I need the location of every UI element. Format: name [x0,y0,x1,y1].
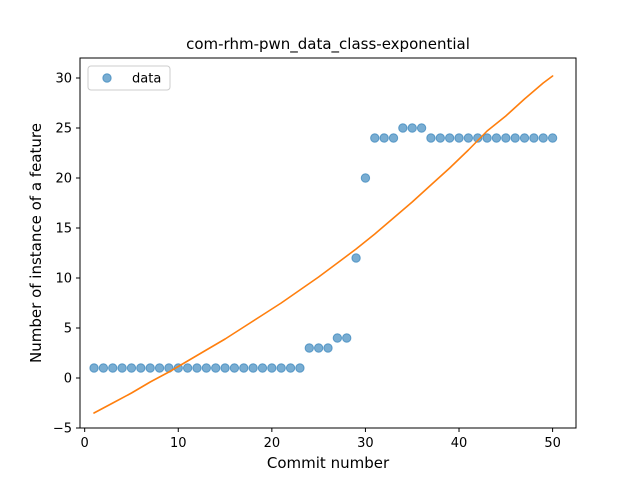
legend-box [87,65,171,91]
data-point [108,363,118,373]
y-tick-label: 5 [64,322,72,337]
y-axis: −5 0 5 10 15 20 25 30 [53,72,80,437]
data-point [510,133,520,143]
data-point [276,363,286,373]
data-point [444,133,455,143]
x-tick-label: 0 [81,436,89,451]
data-point [473,133,483,143]
data-point [379,133,389,143]
data-point [295,363,305,373]
data-point [398,123,408,133]
data-point [538,133,548,143]
data-point [547,133,558,143]
data-point [313,343,324,353]
x-tick-label: 50 [544,436,561,451]
x-axis: 0 10 20 30 40 50 [81,428,561,451]
data-point [220,363,230,373]
data-point [98,363,109,373]
data-point [519,133,530,143]
data-point [117,363,127,373]
x-axis-label: Commit number [267,454,390,472]
data-point [342,333,352,343]
y-tick-label: 0 [64,372,72,387]
data-point [491,133,502,143]
data-point [482,133,492,143]
y-tick-label: 30 [55,72,72,87]
legend: data [87,65,171,91]
data-point [529,133,539,143]
data-point [201,363,212,373]
data-point [360,173,371,183]
legend-label: data [132,72,161,87]
data-point [323,343,333,353]
data-point [351,253,361,263]
data-point [332,333,343,343]
x-tick-label: 30 [357,436,374,451]
y-tick-label: 15 [55,222,72,237]
y-tick-label: −5 [53,422,72,437]
data-point [370,133,380,143]
data-point [416,123,427,133]
data-point [192,363,202,373]
plot-area [89,75,558,414]
y-tick-label: 25 [55,122,72,137]
y-tick-label: 20 [55,172,72,187]
data-point [239,363,249,373]
legend-marker [102,73,112,83]
chart-title: com-rhm-pwn_data_class-exponential [186,35,470,54]
data-point [388,133,399,143]
data-point [154,363,165,373]
data-point [426,133,436,143]
data-point [304,343,314,353]
x-tick-label: 20 [264,436,281,451]
fit-line [93,75,554,414]
data-point [463,133,474,143]
data-point [210,363,221,373]
data-point [454,133,464,143]
data-point [501,133,511,143]
data-point [182,363,193,373]
data-point [267,363,277,373]
data-point [257,363,268,373]
data-point [89,363,99,373]
data-point [145,363,155,373]
data-point [407,123,417,133]
y-axis-label: Number of instance of a feature [27,123,45,363]
x-tick-label: 40 [451,436,468,451]
x-tick-label: 10 [170,436,187,451]
data-point [229,363,240,373]
axes-frame [79,57,577,429]
data-point [136,363,146,373]
y-tick-label: 10 [55,272,72,287]
data-point [248,363,258,373]
data-point [285,363,296,373]
data-point [126,363,137,373]
data-point [435,133,446,143]
